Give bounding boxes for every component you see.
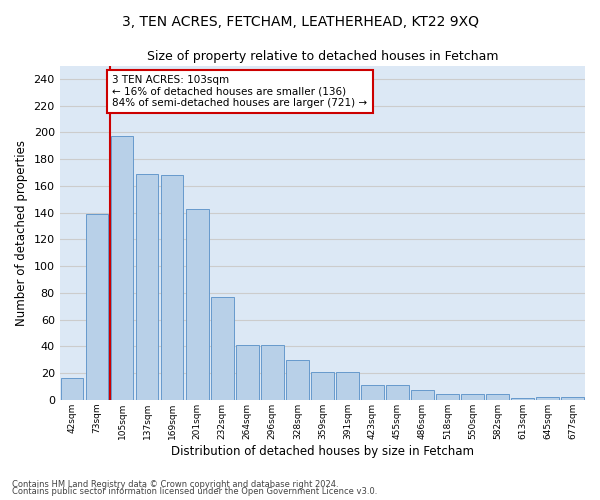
Bar bbox=[411, 390, 434, 400]
Bar bbox=[361, 385, 383, 400]
Bar bbox=[211, 297, 233, 400]
Text: Contains HM Land Registry data © Crown copyright and database right 2024.: Contains HM Land Registry data © Crown c… bbox=[12, 480, 338, 489]
Bar bbox=[136, 174, 158, 400]
Bar bbox=[261, 345, 284, 400]
Bar bbox=[561, 397, 584, 400]
Bar bbox=[61, 378, 83, 400]
Bar bbox=[511, 398, 534, 400]
Text: Contains public sector information licensed under the Open Government Licence v3: Contains public sector information licen… bbox=[12, 487, 377, 496]
Bar bbox=[286, 360, 308, 400]
Text: 3, TEN ACRES, FETCHAM, LEATHERHEAD, KT22 9XQ: 3, TEN ACRES, FETCHAM, LEATHERHEAD, KT22… bbox=[121, 15, 479, 29]
Y-axis label: Number of detached properties: Number of detached properties bbox=[15, 140, 28, 326]
Text: 3 TEN ACRES: 103sqm
← 16% of detached houses are smaller (136)
84% of semi-detac: 3 TEN ACRES: 103sqm ← 16% of detached ho… bbox=[112, 75, 367, 108]
Bar bbox=[461, 394, 484, 400]
Bar bbox=[436, 394, 458, 400]
Bar bbox=[311, 372, 334, 400]
Bar bbox=[386, 385, 409, 400]
Bar bbox=[186, 208, 209, 400]
Bar bbox=[536, 397, 559, 400]
Bar bbox=[486, 394, 509, 400]
Bar bbox=[86, 214, 109, 400]
Title: Size of property relative to detached houses in Fetcham: Size of property relative to detached ho… bbox=[146, 50, 498, 63]
Bar bbox=[111, 136, 133, 400]
Bar bbox=[236, 345, 259, 400]
Bar bbox=[336, 372, 359, 400]
Bar bbox=[161, 175, 184, 400]
X-axis label: Distribution of detached houses by size in Fetcham: Distribution of detached houses by size … bbox=[171, 444, 474, 458]
